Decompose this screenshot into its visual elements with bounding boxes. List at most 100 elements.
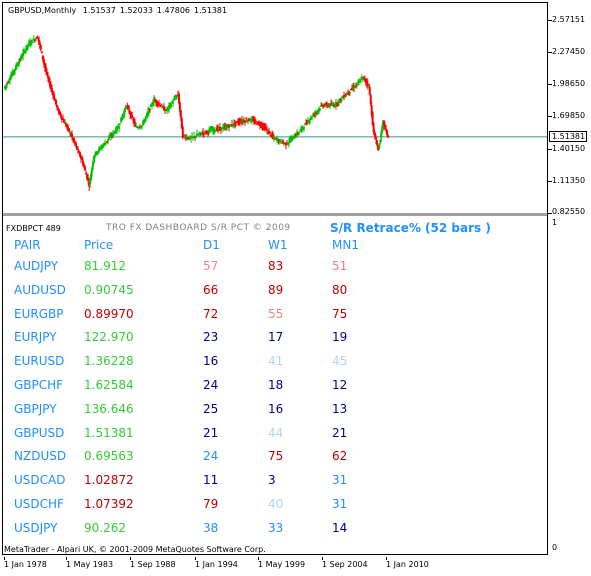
candle-body [48, 78, 50, 81]
candle-body [88, 182, 91, 187]
candle-body [166, 109, 168, 111]
mn1-cell: 19 [332, 330, 348, 344]
candle-body [158, 103, 160, 105]
candle-body [386, 130, 389, 136]
candle-body [373, 133, 376, 136]
candle-body [23, 50, 25, 53]
candle-body [18, 61, 20, 65]
candle-body [205, 132, 207, 134]
candle-body [156, 101, 158, 105]
candle-body [359, 80, 362, 83]
candle-body [361, 76, 364, 80]
candle-body [213, 128, 215, 131]
d1-cell: 16 [203, 354, 219, 368]
candle-body [67, 126, 69, 128]
candle-body [12, 70, 14, 76]
candle-body [204, 131, 206, 133]
w1-cell: 75 [268, 449, 284, 463]
x-tick [322, 557, 323, 560]
w1-cell: 17 [268, 330, 284, 344]
candle-body [69, 132, 71, 134]
candle-body [344, 96, 346, 98]
candle-body [383, 120, 386, 126]
candle-body [147, 111, 149, 115]
candle-body [79, 152, 81, 157]
candle-body [21, 56, 23, 59]
candle-body [370, 105, 373, 116]
candle-body [61, 116, 63, 120]
candle-body [237, 122, 239, 124]
mn1-cell: 51 [332, 259, 348, 273]
price-chart-pane[interactable]: GBPUSD,Monthly 1.51537 1.52033 1.47806 1.51… [2, 2, 548, 213]
price-chart[interactable] [2, 2, 548, 213]
candle-body [281, 143, 283, 145]
candle-body [312, 115, 314, 117]
time-axis[interactable]: 1 Jan 1978 1 May 1983 1 Sep 1988 1 Jan 1994… [0, 557, 591, 576]
d1-cell: 25 [203, 402, 219, 416]
candle-body [73, 138, 75, 142]
candle-body [288, 141, 290, 144]
candle-body [170, 104, 172, 107]
candle-body [324, 105, 326, 107]
candle-body [364, 79, 367, 83]
candle-body [8, 80, 10, 82]
candle-body [356, 83, 358, 85]
candle-body [106, 141, 108, 143]
candle-body [178, 102, 181, 112]
mn1-cell: 14 [332, 521, 348, 535]
candle-body [306, 121, 308, 124]
candle-body [303, 127, 305, 129]
candle-body [161, 105, 163, 108]
d1-cell: 79 [203, 497, 219, 511]
pair-cell: NZDUSD [14, 449, 67, 463]
candle-body [280, 140, 282, 143]
w1-cell: 41 [268, 354, 284, 368]
candle-body [249, 120, 251, 122]
candle-body [31, 42, 34, 44]
candle-body [60, 114, 62, 118]
candle-body [231, 124, 233, 126]
candle-body [27, 44, 29, 47]
candle-body [4, 86, 6, 89]
candle-body [24, 51, 26, 53]
mn1-cell: 31 [332, 473, 348, 487]
candle-body [385, 129, 388, 131]
candle-body [96, 152, 98, 155]
col-head-price: Price [84, 238, 114, 252]
candle-body [141, 125, 143, 127]
candle-body [334, 105, 336, 107]
x-label: 1 Jan 1994 [195, 560, 238, 569]
d1-cell: 23 [203, 330, 219, 344]
candle-body [185, 137, 188, 139]
x-label: 1 May 1983 [66, 560, 114, 569]
pane-separator[interactable] [2, 213, 548, 216]
candle-body [291, 137, 293, 141]
chart-title: GBPUSD,Monthly 1.51537 1.52033 1.47806 1.51… [8, 6, 227, 15]
candle-body [294, 136, 296, 139]
candle-body [116, 127, 118, 131]
candle-body [362, 76, 365, 79]
candle-body [352, 87, 354, 89]
candle-body [128, 109, 131, 113]
price-cell: 0.69563 [84, 449, 134, 463]
candle-body [202, 132, 204, 134]
pair-cell: GBPJPY [14, 402, 57, 416]
price-cell: 81.912 [84, 259, 126, 273]
candle-body [46, 72, 48, 74]
candle-body [121, 116, 124, 121]
w1-cell: 44 [268, 426, 284, 440]
w1-cell: 33 [268, 521, 284, 535]
candle-body [317, 110, 319, 113]
candle-body [10, 75, 12, 79]
candle-body [30, 40, 33, 42]
candle-body [144, 118, 146, 122]
candle-body [5, 84, 7, 88]
candle-body [287, 143, 289, 145]
indicator-name: FXDBPCT 489 [6, 224, 61, 233]
candle-body [53, 94, 55, 100]
pair-cell: GBPCHF [14, 378, 64, 392]
y-label: 2.27450 [552, 47, 586, 56]
w1-cell: 89 [268, 283, 284, 297]
candle-body [40, 51, 43, 54]
candle-body [230, 124, 232, 127]
